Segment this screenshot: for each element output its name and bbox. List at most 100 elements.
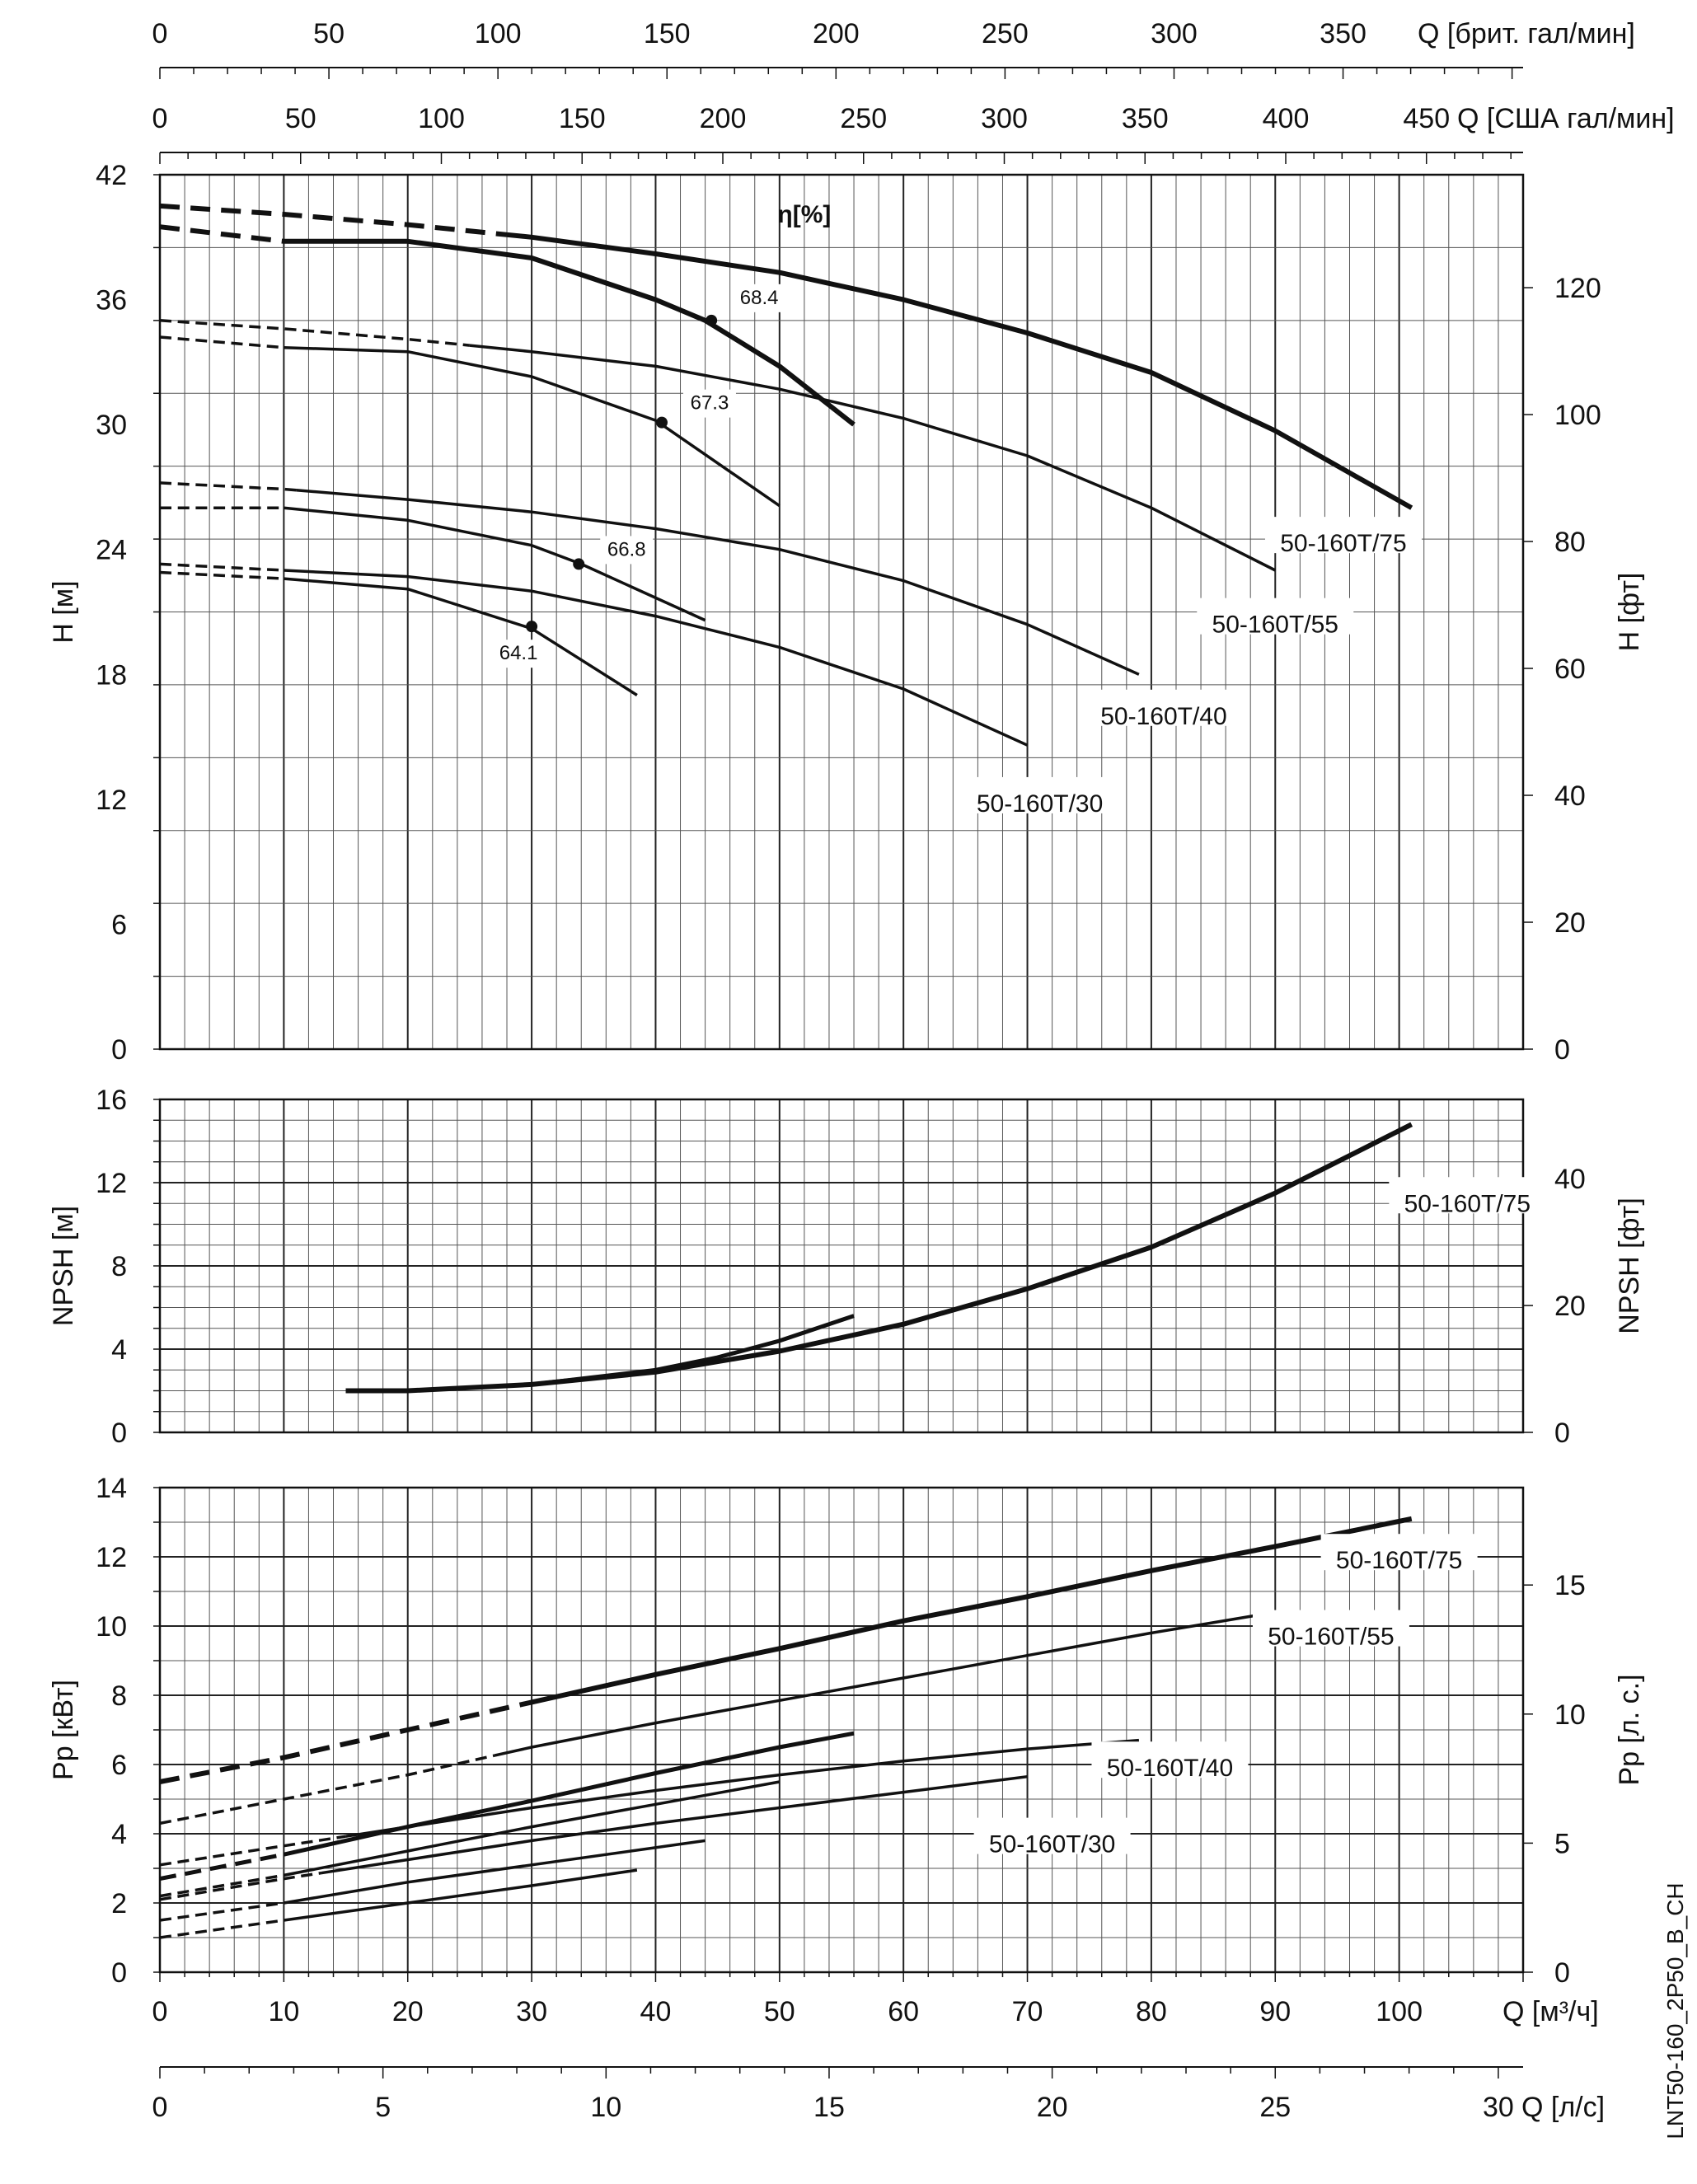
series-2-0-dashed <box>159 1699 532 1784</box>
top-tick-label: 300 <box>1151 18 1198 49</box>
series-2-2-dashed <box>159 1835 346 1867</box>
y-right-tick-label: 5 <box>1554 1828 1570 1859</box>
efficiency-label: 67.3 <box>691 392 729 415</box>
y-tick-label: 6 <box>111 1750 127 1781</box>
series-label-bg <box>1389 1177 1546 1214</box>
axis-ls-label: Q [л/с] <box>1521 2092 1605 2123</box>
series-2-6-dashed <box>159 1901 284 1922</box>
series-label-bg <box>1264 517 1422 554</box>
top-tick-label: 0 <box>152 103 168 134</box>
y-right-tick-label: 40 <box>1554 1164 1586 1195</box>
y-axis-right-label: H [фт] <box>1614 573 1645 652</box>
series-0-6-line <box>284 506 706 622</box>
series-label-bg <box>973 1817 1131 1854</box>
top-tick-label: 200 <box>813 18 860 49</box>
y-tick-label: 0 <box>111 1418 127 1449</box>
series-0-2-line <box>296 488 1140 676</box>
top-tick-label: 300 <box>981 103 1028 134</box>
top-tick-label: 350 <box>1122 103 1169 134</box>
y-axis-right-label: Pp [л. с.] <box>1614 1674 1645 1785</box>
series-label-bg <box>1320 1534 1478 1571</box>
axis-brit-label: Q [брит. гал/мин] <box>1418 18 1635 49</box>
y-right-tick-label: 80 <box>1554 527 1586 558</box>
top-tick-label: 100 <box>475 18 522 49</box>
y-right-tick-label: 20 <box>1554 1291 1586 1322</box>
y-tick-label: 8 <box>111 1680 127 1712</box>
x-tick-label: 70 <box>1012 1996 1043 2027</box>
y-tick-label: 6 <box>111 909 127 940</box>
axis-usa-label: Q [США гал/мин] <box>1457 103 1675 134</box>
x-tick-label: 100 <box>1376 1996 1423 2027</box>
series-label-bg <box>1252 1610 1409 1647</box>
top-tick-label: 450 <box>1403 103 1450 134</box>
y-tick-label: 4 <box>111 1334 127 1366</box>
top-tick-label: 250 <box>982 18 1029 49</box>
series-0-5-dashed <box>159 335 284 349</box>
series-0-3-line <box>284 569 1029 747</box>
top-tick-label: 50 <box>313 18 345 49</box>
efficiency-label-bg <box>600 536 654 565</box>
series-2-3-dashed <box>159 1871 321 1901</box>
x-tick-label: 90 <box>1259 1996 1291 2027</box>
series-2-0-line <box>531 1516 1413 1705</box>
y-axis-right-label: NPSH [фт] <box>1614 1197 1645 1334</box>
ls-tick-label: 0 <box>152 2092 168 2123</box>
ls-tick-label: 30 <box>1483 2092 1514 2123</box>
series-2-3-line <box>321 1774 1028 1875</box>
x-tick-label: 30 <box>516 1996 547 2027</box>
series-label-bg <box>1197 598 1354 635</box>
ls-tick-label: 10 <box>590 2092 621 2123</box>
series-label: 50-160T/75 <box>1336 1547 1462 1574</box>
x-tick-label: 40 <box>640 1996 672 2027</box>
y-right-tick-label: 0 <box>1554 1957 1570 1989</box>
series-label: 50-160T/55 <box>1212 612 1338 639</box>
y-tick-label: 10 <box>96 1611 127 1643</box>
series-0-7-dashed <box>159 570 284 580</box>
x-tick-label: 10 <box>268 1996 299 2027</box>
series-label: 50-160T/30 <box>977 790 1103 818</box>
efficiency-label-bg <box>492 640 546 668</box>
y-right-tick-label: 40 <box>1554 780 1586 812</box>
y-axis-label: Pp [кВт] <box>48 1680 79 1780</box>
x-tick-label: 80 <box>1136 1996 1167 2027</box>
series-0-1-line <box>469 344 1277 572</box>
grid-lines <box>158 173 1525 1974</box>
y-tick-label: 18 <box>96 659 127 691</box>
series-label: 50-160T/40 <box>1100 703 1226 730</box>
y-tick-label: 14 <box>96 1473 127 1504</box>
series-0-0-line <box>506 232 1413 510</box>
y-right-tick-label: 20 <box>1554 907 1586 939</box>
y-tick-label: 16 <box>96 1085 127 1116</box>
efficiency-point <box>526 621 538 633</box>
labels: 0 50 100 150 200 250 300 350 Q [брит. гал/мин]0 5… <box>48 18 1688 2139</box>
x-tick-label: 0 <box>152 1996 168 2027</box>
series-label: 50-160T/55 <box>1268 1624 1394 1651</box>
top-tick-label: 150 <box>559 103 606 134</box>
y-tick-label: 24 <box>96 535 127 566</box>
series-0-4-line <box>284 238 856 427</box>
y-tick-label: 36 <box>96 285 127 316</box>
series-0-1-dashed <box>159 319 471 347</box>
y-right-tick-label: 0 <box>1554 1418 1570 1449</box>
y-axis-label: NPSH [м] <box>48 1206 79 1326</box>
series-2-1-dashed <box>159 1754 495 1825</box>
series-label: 50-160T/40 <box>1107 1755 1233 1782</box>
series-label-bg <box>961 776 1118 813</box>
ls-tick-label: 25 <box>1259 2092 1291 2123</box>
y-tick-label: 12 <box>96 785 127 816</box>
y-right-tick-label: 60 <box>1554 654 1586 685</box>
top-tick-label: 350 <box>1320 18 1367 49</box>
y-tick-label: 2 <box>111 1888 127 1919</box>
y-tick-label: 42 <box>96 160 127 191</box>
series-2-1-line <box>494 1610 1276 1757</box>
efficiency-point <box>706 314 718 326</box>
top-tick-label: 250 <box>840 103 887 134</box>
series-label-bg <box>1085 689 1242 726</box>
top-tick-label: 400 <box>1263 103 1310 134</box>
efficiency-label-bg <box>682 389 736 418</box>
x-tick-label: 60 <box>888 1996 919 2027</box>
top-tick-label: 50 <box>285 103 316 134</box>
y-right-tick-label: 10 <box>1554 1699 1586 1731</box>
y-right-tick-label: 0 <box>1554 1034 1570 1066</box>
y-tick-label: 0 <box>111 1034 127 1066</box>
